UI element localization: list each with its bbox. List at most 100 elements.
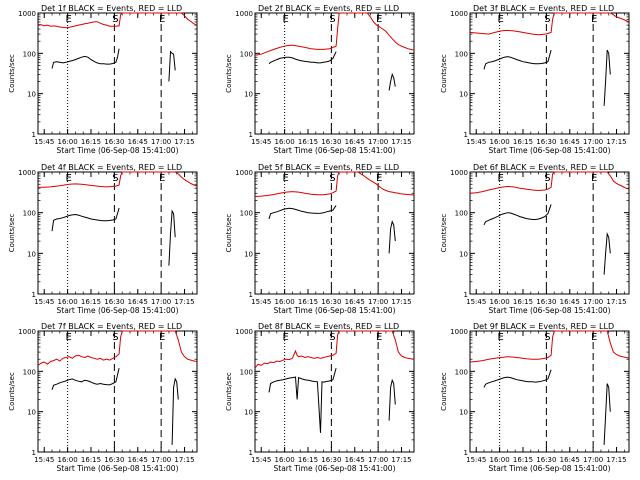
y-tick-label: 100: [240, 368, 253, 376]
x-tick-label: 17:00: [368, 456, 388, 464]
x-tick-label: 16:30: [104, 456, 124, 464]
x-tick-label: 17:00: [151, 138, 171, 146]
x-tick-label: 16:00: [275, 138, 295, 146]
time-marker-label: E: [159, 332, 165, 343]
x-tick-label: 15:45: [466, 456, 486, 464]
time-marker-label: S: [112, 332, 118, 343]
x-tick-label: 16:30: [104, 298, 124, 306]
y-tick-label: 1000: [450, 10, 468, 18]
time-marker-label: E: [65, 332, 71, 343]
y-tick-label: 1: [464, 131, 468, 139]
y-tick-label: 1: [464, 291, 468, 299]
x-tick-label: 16:00: [490, 138, 510, 146]
plot-frame: [254, 330, 415, 453]
x-tick-label: 17:15: [606, 138, 626, 146]
plot-frame: [254, 171, 415, 295]
lld-series-line: [469, 171, 630, 194]
x-tick-label: 16:15: [513, 298, 533, 306]
y-axis-label: Counts/sec: [8, 54, 16, 93]
time-marker-label: E: [282, 14, 288, 25]
y-axis-label: Counts/sec: [440, 372, 448, 411]
x-tick-label: 16:15: [81, 138, 101, 146]
x-tick-label: 15:45: [34, 298, 54, 306]
y-tick-label: 10: [459, 91, 468, 99]
y-tick-label: 1: [32, 449, 36, 457]
x-axis-label: Start Time (06-Sep-08 15:41:00): [489, 146, 611, 155]
time-marker-label: S: [112, 173, 118, 184]
time-marker-label: E: [497, 332, 503, 343]
time-marker-label: E: [376, 14, 382, 25]
y-tick-label: 100: [455, 368, 468, 376]
x-tick-label: 15:45: [251, 456, 271, 464]
x-tick-label: 16:15: [298, 456, 318, 464]
x-tick-label: 15:45: [251, 138, 271, 146]
x-tick-label: 16:30: [321, 138, 341, 146]
panel-title: Det 7f BLACK = Events, RED = LLD: [41, 322, 182, 331]
detector-panel: Det 9f BLACK = Events, RED = LLD 1 10 100 10…: [440, 322, 630, 473]
detector-panel: Det 8f BLACK = Events, RED = LLD 1 10 100 10…: [225, 322, 415, 473]
x-axis-label: Start Time (06-Sep-08 15:41:00): [489, 306, 611, 315]
x-tick-label: 16:00: [490, 298, 510, 306]
x-tick-label: 17:15: [174, 298, 194, 306]
x-tick-label: 16:45: [345, 456, 365, 464]
x-tick-label: 17:00: [583, 298, 603, 306]
x-tick-label: 16:30: [321, 456, 341, 464]
lld-series-line: [37, 330, 198, 366]
panel-title: Det 4f BLACK = Events, RED = LLD: [41, 163, 182, 172]
x-tick-label: 17:00: [151, 456, 171, 464]
x-axis-label: Start Time (06-Sep-08 15:41:00): [57, 464, 179, 473]
time-marker-label: E: [497, 14, 503, 25]
x-axis-label: Start Time (06-Sep-08 15:41:00): [274, 146, 396, 155]
x-axis-label: Start Time (06-Sep-08 15:41:00): [489, 464, 611, 473]
x-tick-label: 17:15: [606, 298, 626, 306]
x-tick-label: 16:30: [536, 298, 556, 306]
x-tick-label: 17:15: [606, 456, 626, 464]
detector-panel: Det 7f BLACK = Events, RED = LLD 1 10 100 10…: [8, 322, 198, 473]
x-tick-label: 17:00: [368, 138, 388, 146]
y-tick-label: 100: [455, 50, 468, 58]
time-marker-label: E: [376, 332, 382, 343]
x-tick-label: 16:15: [81, 298, 101, 306]
y-tick-label: 1000: [18, 328, 36, 336]
y-tick-label: 1000: [18, 169, 36, 177]
panel-title: Det 8f BLACK = Events, RED = LLD: [258, 322, 399, 331]
x-tick-label: 16:00: [275, 456, 295, 464]
x-axis-label: Start Time (06-Sep-08 15:41:00): [274, 306, 396, 315]
time-marker-label: E: [591, 332, 597, 343]
x-tick-label: 17:15: [174, 138, 194, 146]
x-axis-label: Start Time (06-Sep-08 15:41:00): [274, 464, 396, 473]
lld-series-line: [469, 330, 630, 363]
time-marker-label: E: [65, 14, 71, 25]
x-tick-label: 16:45: [560, 298, 580, 306]
y-tick-label: 10: [27, 409, 36, 417]
time-marker-label: E: [159, 14, 165, 25]
lld-series-line: [37, 12, 198, 29]
x-tick-label: 16:30: [536, 456, 556, 464]
y-tick-label: 10: [244, 250, 253, 258]
x-tick-label: 16:45: [560, 456, 580, 464]
x-tick-label: 17:15: [391, 138, 411, 146]
y-axis-label: Counts/sec: [8, 372, 16, 411]
time-marker-label: S: [112, 14, 118, 25]
y-tick-label: 1: [464, 449, 468, 457]
x-tick-label: 16:45: [128, 456, 148, 464]
y-tick-label: 1: [249, 131, 253, 139]
x-tick-label: 16:45: [560, 138, 580, 146]
events-series-line: [51, 48, 176, 82]
y-tick-label: 100: [240, 50, 253, 58]
x-tick-label: 16:00: [58, 298, 78, 306]
x-tick-label: 16:00: [275, 298, 295, 306]
x-tick-label: 16:00: [58, 456, 78, 464]
lld-series-line: [469, 12, 630, 36]
x-tick-label: 15:45: [34, 456, 54, 464]
y-tick-label: 10: [244, 409, 253, 417]
time-marker-label: S: [329, 14, 335, 25]
y-tick-label: 100: [23, 368, 36, 376]
y-axis-label: Counts/sec: [225, 214, 233, 253]
time-marker-label: E: [591, 173, 597, 184]
y-tick-label: 100: [23, 210, 36, 218]
y-tick-label: 10: [459, 409, 468, 417]
x-tick-label: 17:00: [583, 138, 603, 146]
time-marker-label: E: [376, 173, 382, 184]
